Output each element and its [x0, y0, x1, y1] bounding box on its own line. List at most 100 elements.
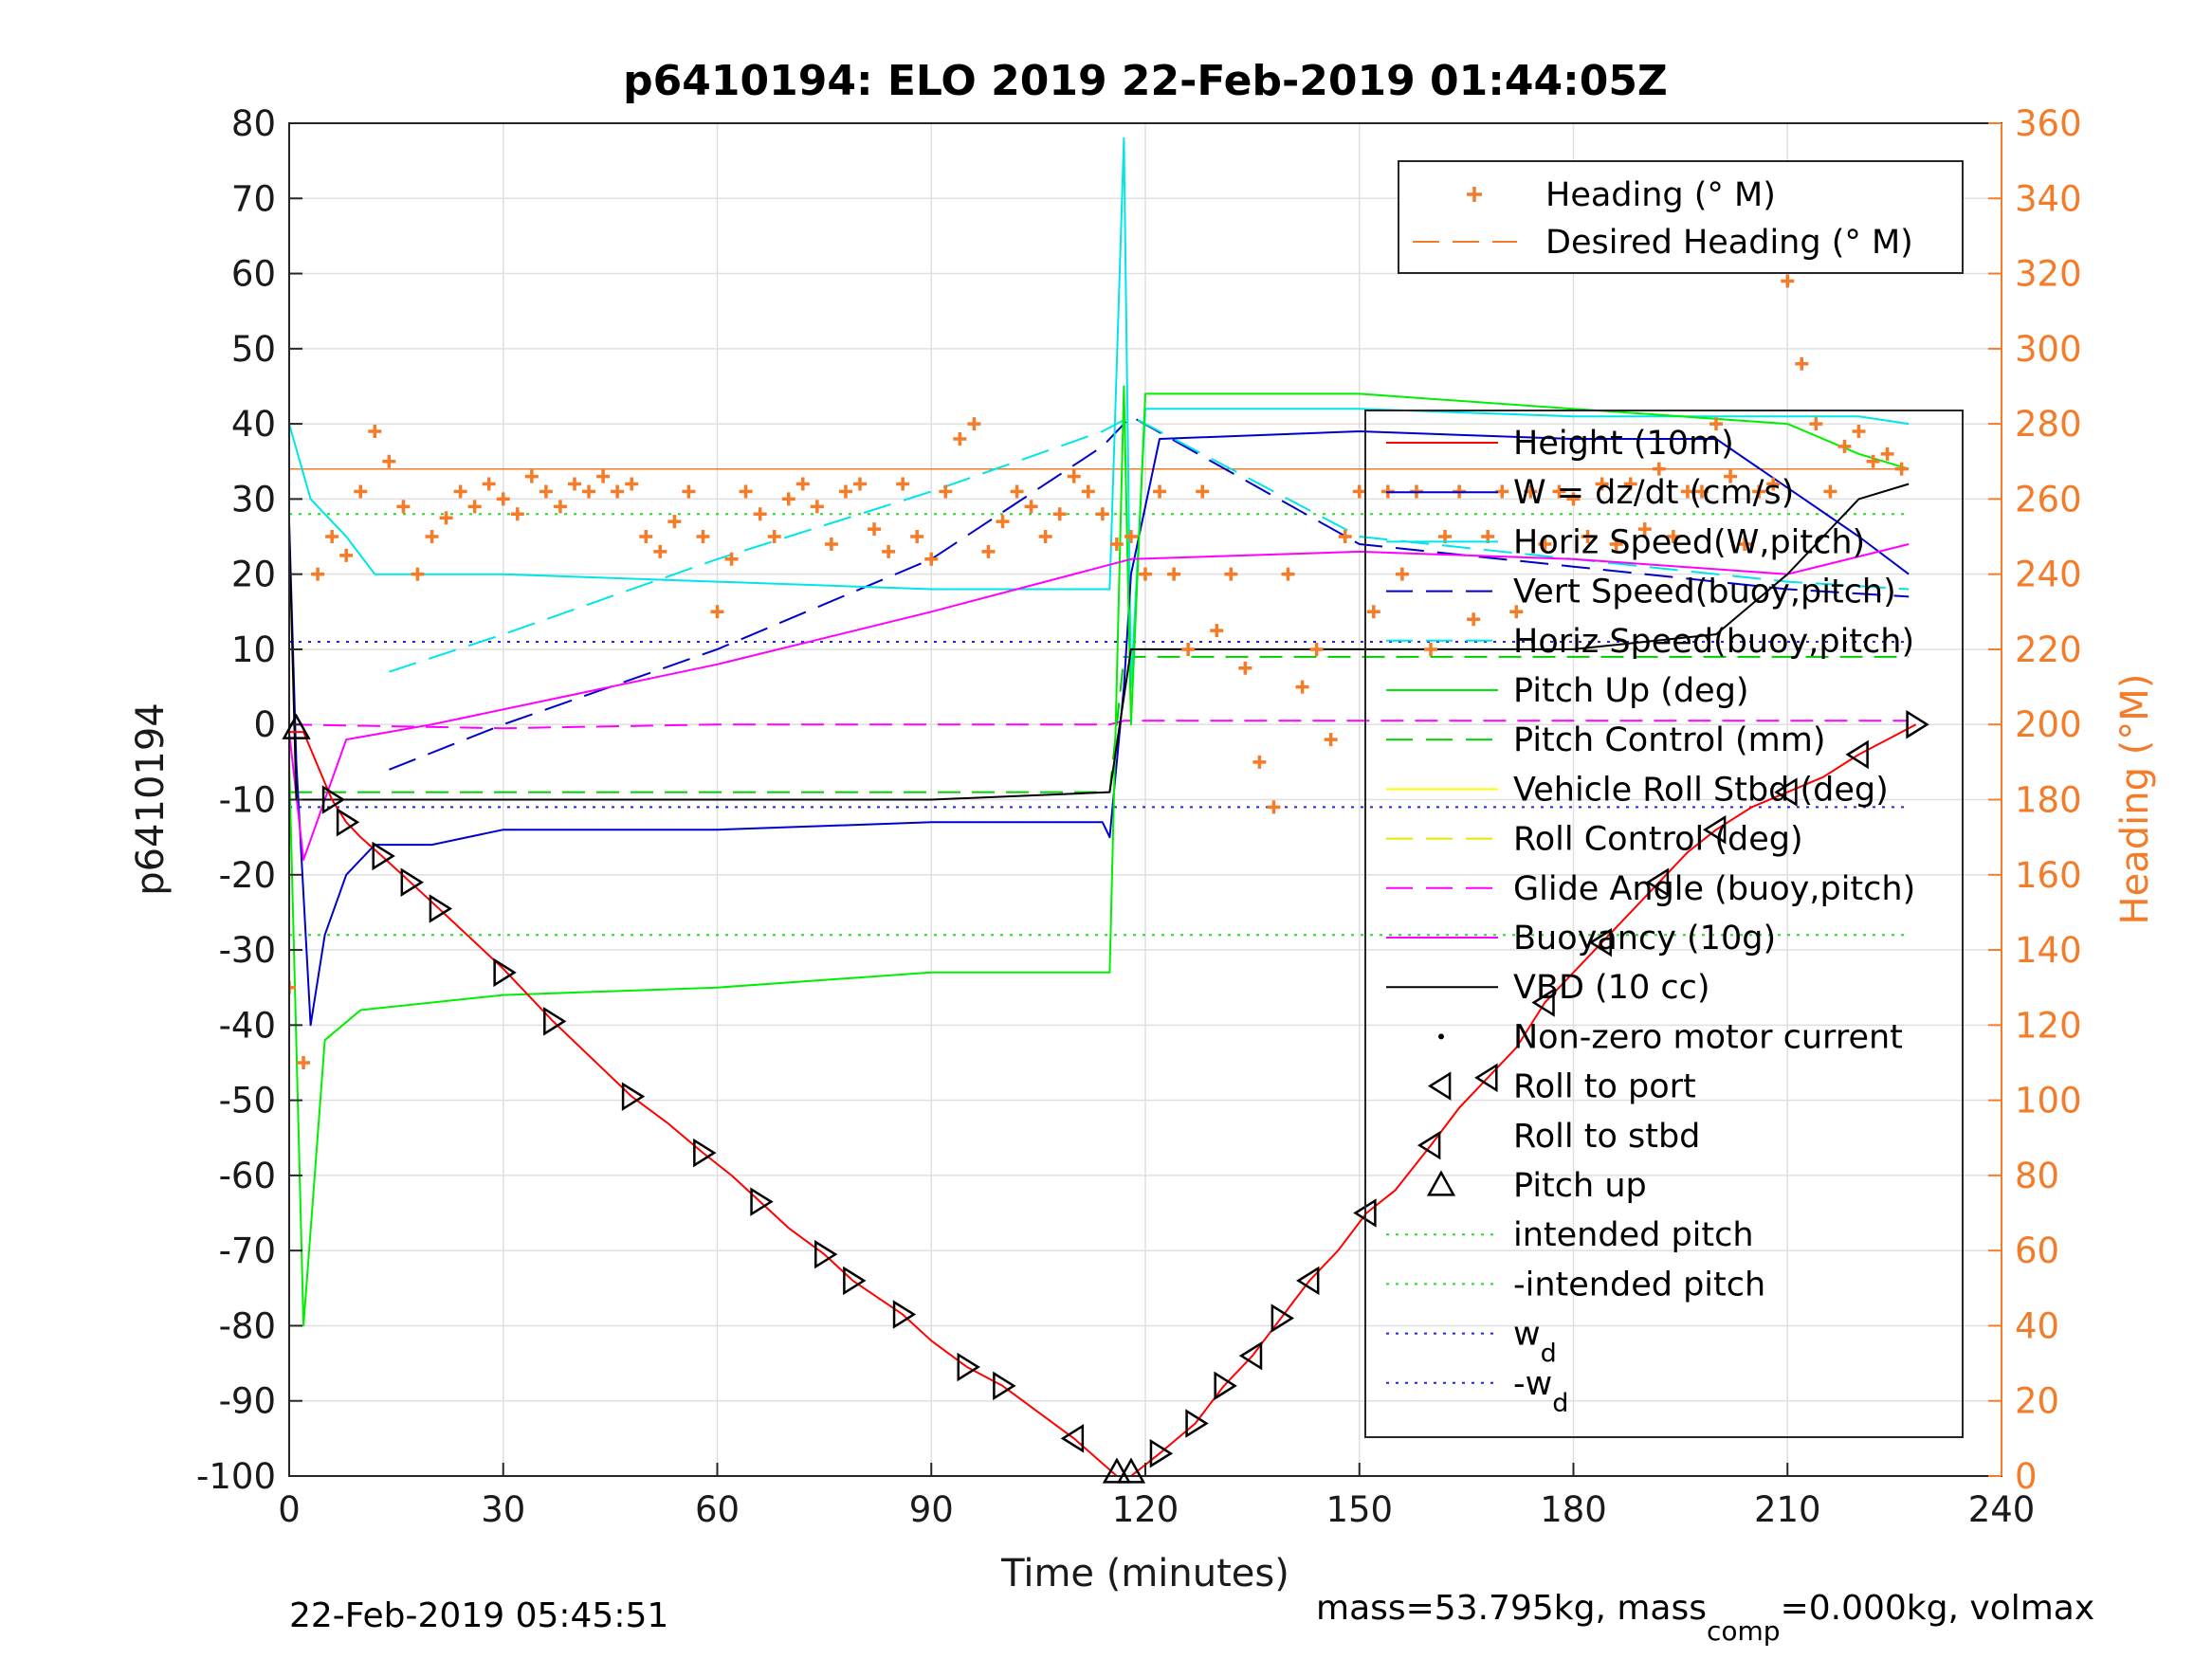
heading-marker — [1880, 447, 1894, 461]
y-right-tick-label: 0 — [2015, 1456, 2038, 1497]
heading-marker — [1752, 484, 1766, 499]
y-tick-label: 60 — [231, 254, 276, 295]
heading-marker — [1338, 530, 1352, 544]
heading-marker — [539, 484, 553, 499]
heading-marker — [1467, 612, 1481, 627]
roll-port-marker — [1588, 927, 1612, 957]
roll-stbd-marker — [336, 808, 360, 837]
legend-desired-heading-label: Desired Heading (° M) — [1545, 224, 1913, 262]
y-tick-label: -30 — [219, 930, 276, 971]
heading-marker — [1124, 530, 1138, 544]
heading-marker — [1852, 425, 1866, 439]
legend-entry-label: Roll Control (deg) — [1513, 821, 1803, 859]
heading-marker — [1766, 477, 1781, 491]
heading-marker — [582, 484, 596, 499]
roll-stbd-marker — [814, 1239, 838, 1269]
heading-marker — [1781, 274, 1795, 288]
roll-stbd-marker — [993, 1371, 1016, 1401]
roll-stbd-marker — [1149, 1438, 1174, 1468]
heading-marker — [289, 980, 296, 994]
heading-marker — [953, 431, 967, 446]
y-tick-label: -50 — [219, 1081, 276, 1121]
y-tick-label: -20 — [219, 855, 276, 896]
legend-pitch-up-marker — [1426, 1170, 1456, 1196]
axis-ticks: 0 30 60 90 120 150 180 210 24080706050403020100-… — [196, 103, 2082, 1530]
legend-entry-subscript: d — [1552, 1389, 1568, 1418]
y-right-tick-label: 100 — [2015, 1081, 2082, 1121]
legend-entry-label: -intended pitch — [1513, 1266, 1765, 1304]
heading-marker — [325, 530, 339, 544]
legend-roll-port-marker — [1427, 1071, 1452, 1101]
y-tick-label: -90 — [219, 1381, 276, 1422]
heading-marker — [339, 548, 354, 562]
heading-marker — [1694, 484, 1709, 499]
legend-entry-label: Buoyancy (10g) — [1513, 920, 1776, 957]
footer-mass-b: =0.000kg, volmax — [1781, 1589, 2095, 1628]
y-right-tick-label: 40 — [2015, 1305, 2059, 1346]
legend-entry-subscript: d — [1541, 1340, 1557, 1369]
heading-marker — [1181, 642, 1196, 656]
heading-marker — [1139, 567, 1152, 581]
heading-marker — [1238, 661, 1252, 675]
y-tick-label: -100 — [196, 1456, 276, 1497]
footer-mass: mass=53.795kg, masscomp=0.000kg, volmax — [1316, 1589, 2094, 1647]
y-tick-label: -70 — [219, 1231, 276, 1271]
heading-marker — [781, 492, 795, 506]
series-pitch-control — [289, 655, 1910, 793]
x-tick-label: 240 — [1968, 1489, 2036, 1530]
footer-timestamp: 22-Feb-2019 05:45:51 — [289, 1596, 668, 1635]
heading-marker — [382, 454, 396, 468]
heading-marker — [810, 500, 824, 514]
y-right-tick-label: 160 — [2015, 855, 2082, 896]
legend-heading: Heading (° M) Desired Heading (° M) — [1398, 160, 1964, 274]
heading-marker — [1366, 605, 1380, 619]
heading-marker — [482, 477, 496, 491]
roll-port-marker — [1845, 739, 1869, 770]
legend-main: Height (10m) W = dz/dt (cm/s) Horiz Speed(… — [1364, 410, 1964, 1438]
roll-stbd-marker — [750, 1187, 774, 1216]
heading-marker — [439, 511, 453, 525]
heading-marker — [368, 425, 382, 439]
legend-entry-label: Pitch Up (deg) — [1513, 672, 1749, 710]
y-tick-label: -10 — [219, 780, 276, 821]
roll-port-marker — [1474, 1063, 1498, 1093]
x-axis-label: Time (minutes) — [1000, 1552, 1289, 1595]
heading-marker — [1424, 642, 1437, 656]
legend-entry-label: Pitch up — [1513, 1167, 1647, 1205]
y-right-tick-label: 200 — [2015, 704, 2082, 745]
heading-marker — [1224, 567, 1238, 581]
heading-marker — [1581, 530, 1595, 544]
heading-marker — [1281, 567, 1295, 581]
heading-marker — [1894, 462, 1909, 476]
heading-marker — [1509, 605, 1524, 619]
heading-marker — [967, 417, 981, 431]
x-tick-label: 60 — [695, 1489, 740, 1530]
pitch-up-marker — [282, 713, 311, 739]
y-tick-label: 50 — [231, 329, 276, 370]
heading-marker — [753, 507, 767, 521]
legend-entry-label: Vehicle Roll Stbd (deg) — [1513, 771, 1889, 809]
y-right-tick-label: 240 — [2015, 555, 2082, 595]
roll-port-marker — [1702, 814, 1727, 845]
heading-marker — [710, 605, 724, 619]
y-axis-right-label: Heading (°M) — [2113, 674, 2157, 925]
legend-heading-box — [1398, 160, 1964, 274]
heading-marker — [1609, 537, 1623, 551]
heading-marker — [1153, 484, 1167, 499]
heading-marker — [1352, 484, 1366, 499]
heading-marker — [1024, 500, 1038, 514]
heading-marker — [1309, 642, 1324, 656]
y-tick-label: 70 — [231, 178, 276, 219]
y-tick-label: -80 — [219, 1305, 276, 1346]
heading-marker — [924, 552, 939, 566]
heading-marker — [411, 567, 425, 581]
x-tick-label: 120 — [1112, 1489, 1179, 1530]
heading-marker — [1524, 484, 1538, 499]
heading-marker — [696, 530, 710, 544]
heading-marker — [1010, 484, 1024, 499]
series-vbd — [289, 483, 1910, 801]
y-right-tick-label: 320 — [2015, 254, 2082, 295]
heading-marker — [453, 484, 467, 499]
heading-marker — [297, 1055, 311, 1069]
x-tick-label: 150 — [1325, 1489, 1393, 1530]
